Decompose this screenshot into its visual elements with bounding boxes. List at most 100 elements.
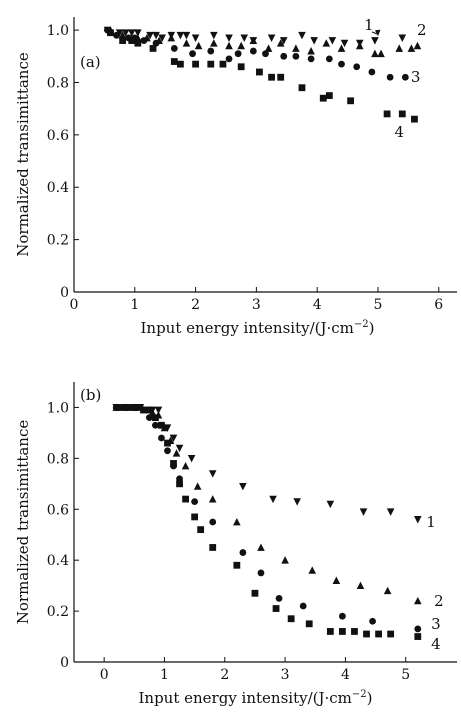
data-point-a-3 bbox=[353, 63, 361, 71]
data-point-b-4 bbox=[375, 630, 382, 638]
data-point-b-4 bbox=[209, 544, 217, 551]
data-point-b-1 bbox=[187, 454, 196, 463]
data-point-a-3 bbox=[249, 47, 257, 55]
data-point-b-4 bbox=[387, 630, 395, 638]
data-point-b-3 bbox=[275, 594, 283, 602]
data-point-a-1 bbox=[240, 34, 249, 42]
data-point-b-1 bbox=[326, 500, 335, 509]
data-point-a-1 bbox=[279, 37, 288, 45]
data-point-b-2 bbox=[281, 556, 289, 564]
data-point-b-4 bbox=[251, 589, 259, 597]
y-tick-label: 0.2 bbox=[47, 233, 69, 249]
data-point-a-2 bbox=[276, 39, 285, 47]
data-point-a-2 bbox=[407, 44, 416, 52]
data-point-b-4 bbox=[363, 630, 370, 638]
data-point-a-4 bbox=[219, 60, 227, 68]
data-point-b-2 bbox=[257, 543, 265, 551]
curve-label-b-1: 1 bbox=[426, 513, 436, 531]
data-point-a-4 bbox=[277, 73, 285, 81]
x-axis-label: Input energy intensity/(J·cm−2) bbox=[140, 319, 374, 337]
data-point-a-3 bbox=[325, 55, 333, 63]
data-point-b-1 bbox=[175, 444, 184, 453]
data-point-a-3 bbox=[234, 50, 242, 58]
series-b-2 bbox=[112, 403, 422, 605]
curve-label-a-3: 3 bbox=[411, 68, 421, 86]
data-point-b-2 bbox=[332, 576, 341, 584]
data-point-b-3 bbox=[299, 602, 307, 610]
data-point-a-2 bbox=[395, 44, 404, 52]
data-point-a-1 bbox=[210, 31, 218, 40]
curve-label-b-3: 3 bbox=[431, 615, 441, 633]
x-axis-label: Input energy intensity/(J·cm−2) bbox=[138, 689, 372, 707]
data-point-b-4 bbox=[305, 620, 313, 628]
data-point-a-4 bbox=[319, 94, 327, 102]
data-point-b-2 bbox=[181, 462, 190, 470]
data-point-a-2 bbox=[118, 31, 127, 39]
data-point-a-2 bbox=[249, 36, 258, 44]
data-point-a-2 bbox=[371, 49, 379, 58]
data-point-a-1 bbox=[158, 34, 166, 42]
data-point-a-2 bbox=[322, 39, 331, 47]
curve-label-a-2: 2 bbox=[417, 21, 427, 39]
data-point-a-4 bbox=[149, 45, 157, 52]
data-point-a-2 bbox=[194, 41, 203, 50]
series-b-3 bbox=[112, 404, 422, 633]
data-point-a-1 bbox=[371, 37, 379, 45]
y-tick-label: 0.4 bbox=[47, 553, 69, 569]
data-point-b-3 bbox=[369, 617, 376, 625]
x-tick-label: 1 bbox=[160, 667, 169, 683]
data-point-a-1 bbox=[340, 39, 349, 48]
panel-label-b: (b) bbox=[80, 386, 101, 404]
data-point-b-4 bbox=[158, 421, 165, 429]
data-point-a-3 bbox=[113, 31, 120, 39]
x-tick-label: 2 bbox=[220, 667, 229, 683]
curve-label-b-4: 4 bbox=[431, 635, 441, 653]
data-point-b-4 bbox=[176, 480, 183, 488]
data-point-b-1 bbox=[413, 516, 422, 524]
data-point-a-4 bbox=[411, 115, 418, 123]
data-point-b-1 bbox=[239, 482, 247, 491]
data-point-a-2 bbox=[355, 41, 364, 50]
data-point-b-3 bbox=[139, 406, 147, 414]
panel-label-a: (a) bbox=[80, 53, 101, 71]
y-axis-label: Normalized transimittance bbox=[14, 52, 32, 257]
data-point-b-2 bbox=[193, 482, 202, 490]
data-point-a-1 bbox=[121, 29, 130, 37]
data-point-a-2 bbox=[182, 39, 191, 47]
data-point-a-4 bbox=[107, 29, 114, 37]
data-point-a-4 bbox=[192, 60, 199, 68]
data-point-b-2 bbox=[172, 449, 181, 457]
curve-label-a-1: 1 bbox=[364, 16, 374, 34]
y-tick-label: 0.6 bbox=[47, 128, 69, 144]
data-point-a-4 bbox=[170, 58, 178, 65]
data-point-a-3 bbox=[207, 47, 215, 55]
x-tick-label: 3 bbox=[281, 667, 290, 683]
y-tick-label: 0.6 bbox=[47, 502, 69, 518]
data-point-a-1 bbox=[134, 29, 142, 37]
data-point-b-3 bbox=[145, 414, 153, 422]
data-point-a-4 bbox=[256, 68, 263, 76]
x-tick-label: 0 bbox=[100, 667, 109, 683]
series-a-4 bbox=[107, 29, 418, 123]
data-point-a-1 bbox=[267, 34, 276, 42]
data-point-a-1 bbox=[146, 31, 154, 40]
data-point-a-4 bbox=[383, 110, 391, 118]
data-point-b-4 bbox=[170, 460, 177, 467]
data-point-a-3 bbox=[140, 37, 148, 44]
data-point-b-2 bbox=[233, 518, 241, 526]
data-point-a-3 bbox=[189, 50, 196, 58]
data-point-b-2 bbox=[308, 566, 317, 574]
data-point-b-1 bbox=[386, 508, 395, 516]
data-point-b-4 bbox=[124, 404, 132, 411]
data-point-b-4 bbox=[272, 605, 280, 612]
data-point-a-1 bbox=[127, 29, 136, 37]
curve-label-b-2: 2 bbox=[434, 592, 444, 610]
data-point-b-1 bbox=[269, 495, 277, 504]
data-point-b-1 bbox=[359, 508, 368, 516]
y-tick-label: 0 bbox=[60, 655, 69, 671]
data-point-a-1 bbox=[115, 29, 124, 37]
data-point-b-1 bbox=[169, 434, 178, 442]
data-point-b-2 bbox=[413, 596, 422, 605]
data-point-a-3 bbox=[386, 73, 394, 81]
